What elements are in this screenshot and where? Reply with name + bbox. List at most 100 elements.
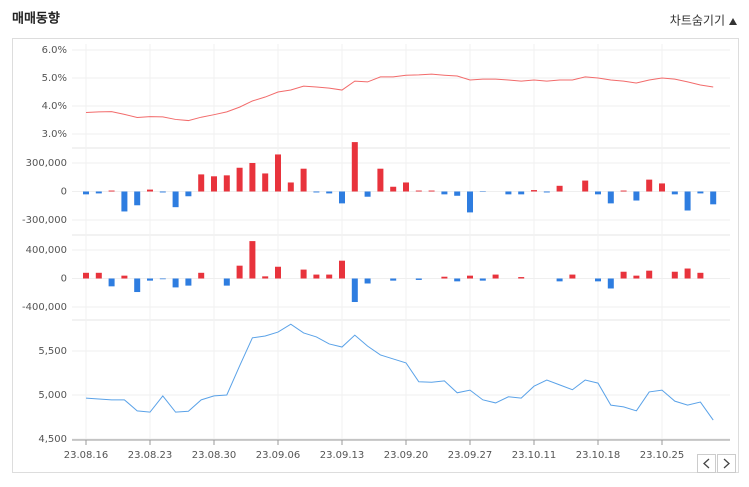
bar <box>159 191 166 193</box>
bar <box>262 173 269 192</box>
bar <box>518 277 525 279</box>
chart-frame <box>12 38 739 473</box>
bar <box>620 190 627 192</box>
bar <box>95 191 102 194</box>
bar <box>671 191 678 195</box>
bar <box>364 191 371 197</box>
bar <box>403 182 409 192</box>
bar <box>479 278 486 281</box>
bar <box>326 274 333 279</box>
x-tick-label: 23.09.13 <box>320 450 365 461</box>
bar <box>108 190 115 192</box>
bar <box>620 271 627 279</box>
bar <box>697 272 704 279</box>
bar <box>300 269 307 279</box>
bar <box>415 190 422 192</box>
bar <box>223 175 230 192</box>
bar <box>351 278 358 303</box>
y-tick-label: 5,500 <box>38 346 67 357</box>
bar <box>339 191 345 204</box>
bar <box>518 191 525 195</box>
bar <box>147 278 153 281</box>
bar <box>684 268 691 279</box>
section-title: 매매동향 <box>12 11 60 27</box>
bar <box>95 272 102 279</box>
bar <box>684 191 691 211</box>
bar <box>198 174 205 192</box>
bar <box>134 278 141 293</box>
bar <box>556 185 563 192</box>
x-tick-label: 23.10.18 <box>576 450 621 461</box>
bar <box>710 191 717 205</box>
bar <box>185 278 192 286</box>
x-tick-label: 23.08.23 <box>128 450 173 461</box>
bar <box>275 266 281 279</box>
y-tick-label: 0 <box>61 274 67 285</box>
y-tick-label: -400,000 <box>22 302 67 313</box>
bar <box>505 191 512 195</box>
bar <box>326 191 333 194</box>
bar <box>236 167 243 192</box>
bar <box>287 182 294 192</box>
line-series <box>85 73 714 122</box>
y-tick-label: 4,500 <box>38 434 67 445</box>
bar <box>236 265 243 279</box>
bar <box>300 168 307 192</box>
bar <box>390 278 397 281</box>
y-tick-label: 4.0% <box>42 101 67 112</box>
toggle-chart[interactable]: 차트숨기기 <box>670 14 725 28</box>
bar <box>543 191 550 193</box>
bar <box>454 278 461 282</box>
y-tick-label: 300,000 <box>26 158 67 169</box>
bar <box>671 271 678 279</box>
bar <box>441 191 448 195</box>
bar <box>415 278 422 280</box>
bar <box>697 191 704 194</box>
bar <box>313 274 320 279</box>
bar <box>582 180 589 192</box>
x-tick-label: 23.10.25 <box>640 450 685 461</box>
x-tick-label: 23.08.30 <box>192 450 237 461</box>
bar <box>249 241 256 279</box>
bar <box>659 183 665 192</box>
bar <box>159 278 166 280</box>
bar <box>633 275 640 279</box>
y-tick-label: 400,000 <box>26 245 67 256</box>
toggle-arrow[interactable] <box>729 18 737 25</box>
bar <box>339 260 345 279</box>
bar <box>121 191 128 212</box>
bar <box>607 191 614 204</box>
x-tick-label: 23.09.20 <box>384 450 429 461</box>
y-tick-label: 5.0% <box>42 73 67 84</box>
bar <box>223 278 230 286</box>
x-tick-label: 23.09.06 <box>256 450 301 461</box>
nav-next[interactable] <box>717 454 736 473</box>
bar <box>83 272 89 279</box>
bar <box>147 189 153 192</box>
bar <box>467 191 473 213</box>
bar <box>364 278 371 284</box>
bar <box>211 176 217 192</box>
bar <box>134 191 141 206</box>
bar <box>83 191 89 195</box>
bar <box>492 274 499 279</box>
nav-prev[interactable] <box>697 454 716 473</box>
y-tick-label: 3.0% <box>42 129 67 140</box>
bar <box>454 191 461 196</box>
y-tick-label: -300,000 <box>22 215 67 226</box>
bar <box>262 276 269 279</box>
bar <box>275 154 281 192</box>
x-tick-label: 23.08.16 <box>64 450 109 461</box>
bar <box>607 278 614 289</box>
bar <box>556 278 563 282</box>
bar <box>249 163 256 192</box>
bar <box>313 191 320 193</box>
x-tick-label: 23.09.27 <box>448 450 493 461</box>
bar <box>377 168 384 192</box>
line-series <box>85 323 714 421</box>
y-tick-label: 0 <box>61 187 67 198</box>
bar <box>390 186 397 192</box>
y-tick-label: 6.0% <box>42 45 67 56</box>
